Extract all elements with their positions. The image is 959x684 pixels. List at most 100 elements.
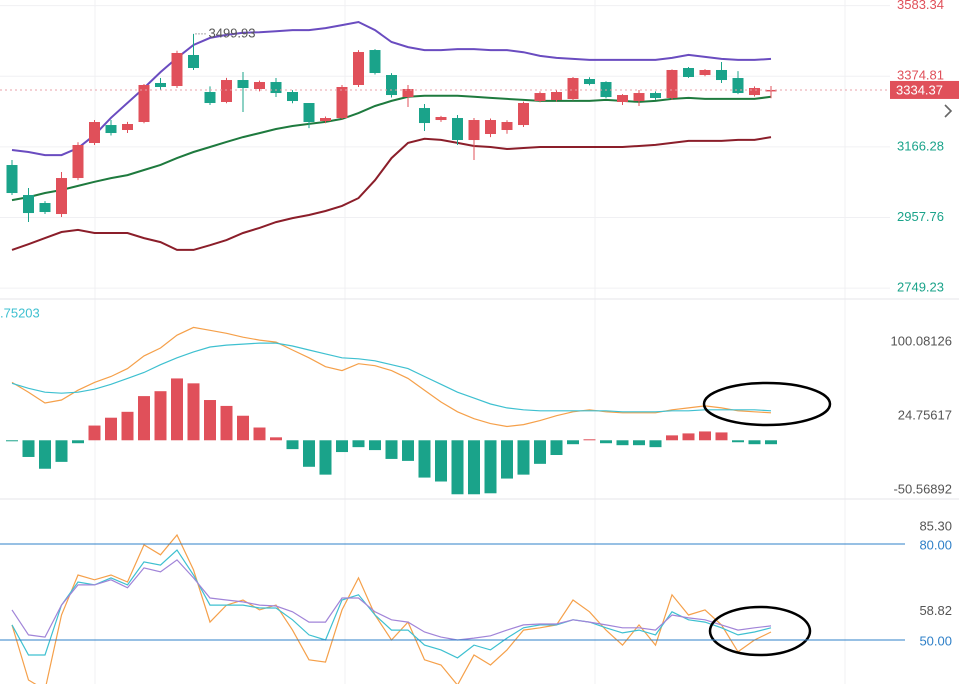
histogram-bar — [55, 440, 68, 462]
candle-body — [518, 103, 529, 126]
candle-body — [188, 54, 199, 68]
histogram-bar — [385, 440, 398, 459]
candle-body — [155, 82, 166, 87]
candle-body — [501, 122, 513, 131]
histogram-bar — [319, 440, 332, 475]
macd-panel — [6, 326, 777, 495]
line-series — [11, 136, 772, 251]
histogram-bar — [105, 417, 117, 441]
candle-body — [716, 69, 727, 81]
histogram-bar — [237, 415, 249, 441]
histogram-bar — [39, 440, 51, 469]
y-tick-label: 24.75617 — [898, 407, 952, 422]
candle-body — [204, 92, 216, 104]
macd-legend: .75203 — [0, 305, 40, 320]
y-tick-label: 85.30 — [919, 518, 952, 533]
line-series — [11, 342, 772, 413]
line-series — [11, 559, 772, 641]
candle-body — [551, 92, 562, 100]
histogram-bar — [732, 440, 744, 443]
histogram-bar — [253, 427, 266, 441]
candle-body — [287, 92, 298, 102]
histogram-bar — [682, 433, 695, 441]
chevron-icon[interactable] — [944, 104, 953, 118]
candle-body — [617, 95, 628, 102]
histogram-bar — [715, 432, 728, 441]
candle-body — [56, 178, 67, 215]
histogram-bar — [369, 440, 381, 451]
candle-body — [237, 80, 249, 89]
line-series — [11, 326, 772, 428]
histogram-bar — [6, 440, 18, 442]
histogram-bar — [534, 440, 546, 464]
candle-body — [369, 50, 381, 74]
candle-body — [336, 86, 348, 119]
candle-body — [650, 93, 661, 99]
last-price-box — [890, 80, 959, 99]
annotation-ellipse — [702, 381, 832, 427]
histogram-bar — [600, 440, 612, 444]
histogram-bar — [468, 440, 480, 495]
histogram-bar — [138, 396, 150, 441]
candle-body — [122, 124, 133, 131]
histogram-bar — [567, 440, 579, 445]
line-series — [11, 549, 772, 659]
histogram-bar — [501, 440, 513, 479]
candle-body — [270, 82, 282, 94]
candle-body — [419, 108, 430, 124]
candle-body — [320, 118, 331, 122]
histogram-bar — [187, 383, 200, 441]
candle-body — [221, 80, 232, 102]
y-tick-label: 3583.34 — [897, 0, 944, 12]
candle-body — [749, 88, 760, 96]
histogram-bar — [435, 440, 447, 482]
y-tick-label: 3166.28 — [897, 138, 944, 153]
candle-body — [633, 93, 645, 102]
histogram-bar — [88, 425, 101, 441]
reference-label: 50.00 — [919, 633, 952, 648]
candle-body — [105, 125, 117, 134]
y-tick-label: 3374.81 — [897, 68, 944, 83]
oscillator-panel — [11, 533, 772, 684]
candle-body — [23, 195, 34, 214]
axes: 3583.34 3374.81 3166.28 2957.76 2749.23 3334.… — [890, 0, 959, 648]
histogram-bar — [286, 440, 299, 450]
scroll-button[interactable] — [938, 100, 959, 122]
candle-body — [386, 75, 397, 96]
reference-label: 80.00 — [919, 537, 952, 552]
line-series — [11, 533, 772, 684]
annotation-ellipse — [708, 605, 812, 657]
histogram-bar — [666, 435, 678, 441]
histogram-bar — [616, 440, 629, 446]
candle-body — [683, 67, 694, 78]
histogram-bar — [765, 440, 777, 445]
candle-body — [402, 88, 414, 98]
histogram-bar — [550, 440, 563, 456]
histogram-bar — [402, 440, 414, 461]
line-series — [11, 94, 772, 202]
histogram-bar — [633, 440, 645, 446]
scroll-button-bg[interactable] — [938, 100, 959, 122]
histogram-bar — [204, 400, 216, 441]
histogram-bar — [352, 440, 365, 448]
histogram-bar — [220, 405, 233, 441]
histogram-bar — [699, 431, 711, 441]
candle-body — [72, 145, 84, 179]
candle-body — [171, 52, 183, 87]
histogram-bar — [649, 440, 662, 448]
candle-body — [452, 118, 463, 141]
histogram-bar — [484, 440, 497, 494]
candle-body — [584, 79, 595, 85]
candle-body — [699, 69, 711, 76]
y-tick-label: -50.56892 — [893, 481, 952, 496]
y-tick-label: 58.82 — [919, 603, 952, 618]
histogram-bar — [418, 440, 431, 478]
price-panel — [0, 5, 890, 289]
candle-body — [6, 165, 18, 194]
histogram-bar — [451, 440, 464, 495]
histogram-bar — [270, 437, 282, 441]
candle-body — [39, 203, 51, 213]
candle-body — [435, 116, 447, 121]
y-tick-label: 2749.23 — [897, 280, 944, 295]
